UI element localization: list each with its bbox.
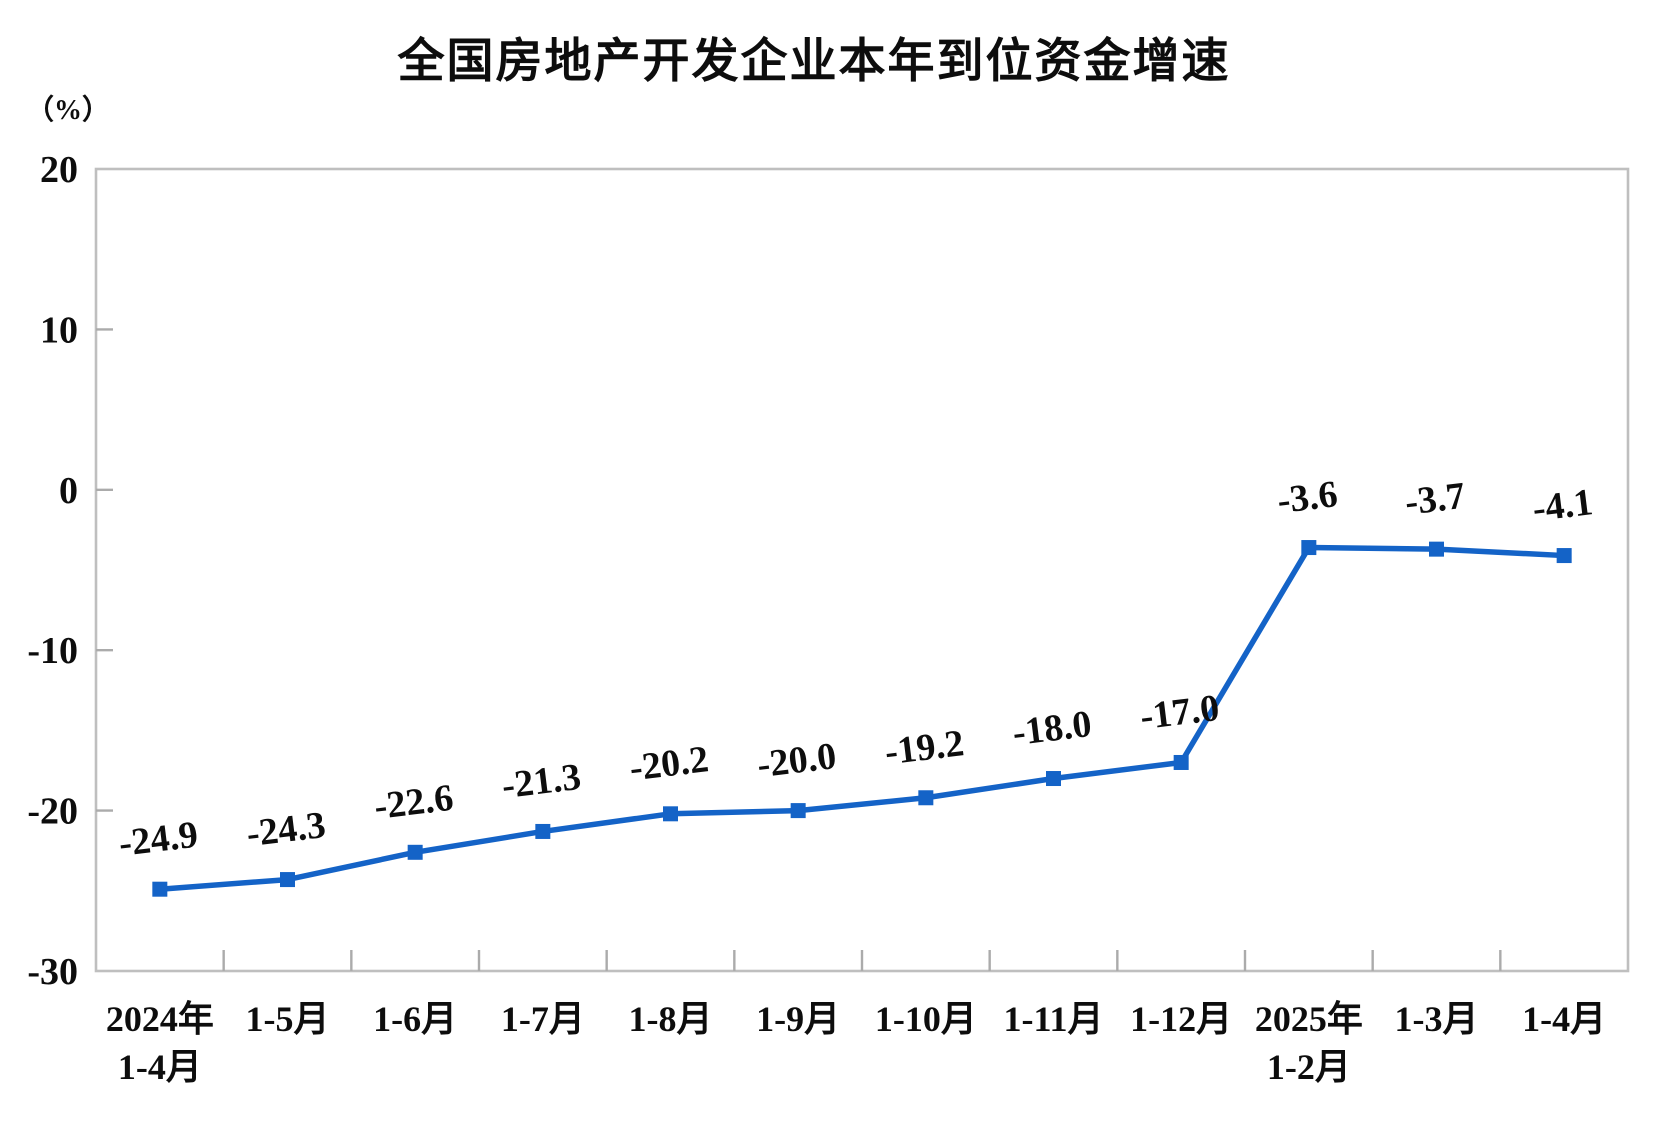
- y-axis-tick-label: 0: [59, 470, 78, 512]
- y-axis-unit-label: （%）: [26, 95, 111, 126]
- data-point-marker: [1046, 771, 1061, 787]
- data-point-marker: [280, 872, 295, 888]
- data-point-label: -18.0: [1010, 703, 1094, 754]
- data-point-label: -21.3: [500, 756, 584, 807]
- y-axis-tick-label: -20: [27, 791, 78, 833]
- data-point-label: -3.7: [1403, 475, 1468, 524]
- x-axis-tick-label: 1-9月: [756, 999, 840, 1039]
- data-point-marker: [790, 803, 806, 819]
- x-axis-tick-label: 1-5月: [246, 999, 330, 1039]
- x-axis-tick-label: 1-10月: [875, 999, 977, 1039]
- x-axis-tick-label: 1-4月: [1522, 999, 1606, 1039]
- y-axis-tick-label: -30: [27, 951, 78, 993]
- plot-border: [94, 167, 1630, 973]
- data-point-marker: [407, 844, 423, 860]
- data-point-label: -4.1: [1530, 481, 1595, 530]
- data-point-marker: [1173, 754, 1189, 770]
- data-point-label: -24.9: [117, 814, 201, 865]
- x-axis-tick-label: 1-12月: [1130, 999, 1232, 1039]
- x-axis-tick-label: 2024年: [106, 999, 214, 1039]
- x-axis-tick-label: 1-7月: [501, 999, 585, 1039]
- data-point-label: -22.6: [372, 777, 456, 828]
- data-point-marker: [1301, 540, 1317, 556]
- data-point-label: -20.2: [627, 738, 711, 789]
- x-axis-tick-label: 1-3月: [1395, 999, 1479, 1039]
- data-point-label: -19.2: [883, 722, 967, 773]
- chart-title: 全国房地产开发企业本年到位资金增速: [397, 34, 1231, 87]
- x-axis-tick-label: 2025年: [1255, 999, 1363, 1039]
- y-axis-tick-label: 10: [40, 309, 78, 351]
- data-point-marker: [152, 881, 168, 897]
- x-axis-tick-label: 1-2月: [1267, 1047, 1351, 1087]
- data-point-marker: [663, 806, 678, 822]
- data-point-marker: [535, 823, 551, 839]
- x-axis-tick-label: 1-6月: [373, 999, 457, 1039]
- data-point-label: -20.0: [755, 735, 839, 786]
- data-point-marker: [1429, 541, 1444, 557]
- x-axis-tick-label: 1-8月: [629, 999, 713, 1039]
- x-axis-tick-label: 1-11月: [1003, 999, 1103, 1039]
- series-line: [157, 544, 1567, 892]
- y-axis-tick-label: 20: [40, 149, 78, 191]
- x-axis-tick-label: 1-4月: [118, 1047, 202, 1087]
- data-point-marker: [1556, 548, 1572, 564]
- data-point-label: -3.6: [1275, 473, 1340, 522]
- y-axis-tick-label: -10: [27, 630, 78, 672]
- data-point-label: -24.3: [244, 804, 328, 855]
- data-point-marker: [918, 790, 934, 806]
- data-point-label: -17.0: [1138, 687, 1222, 738]
